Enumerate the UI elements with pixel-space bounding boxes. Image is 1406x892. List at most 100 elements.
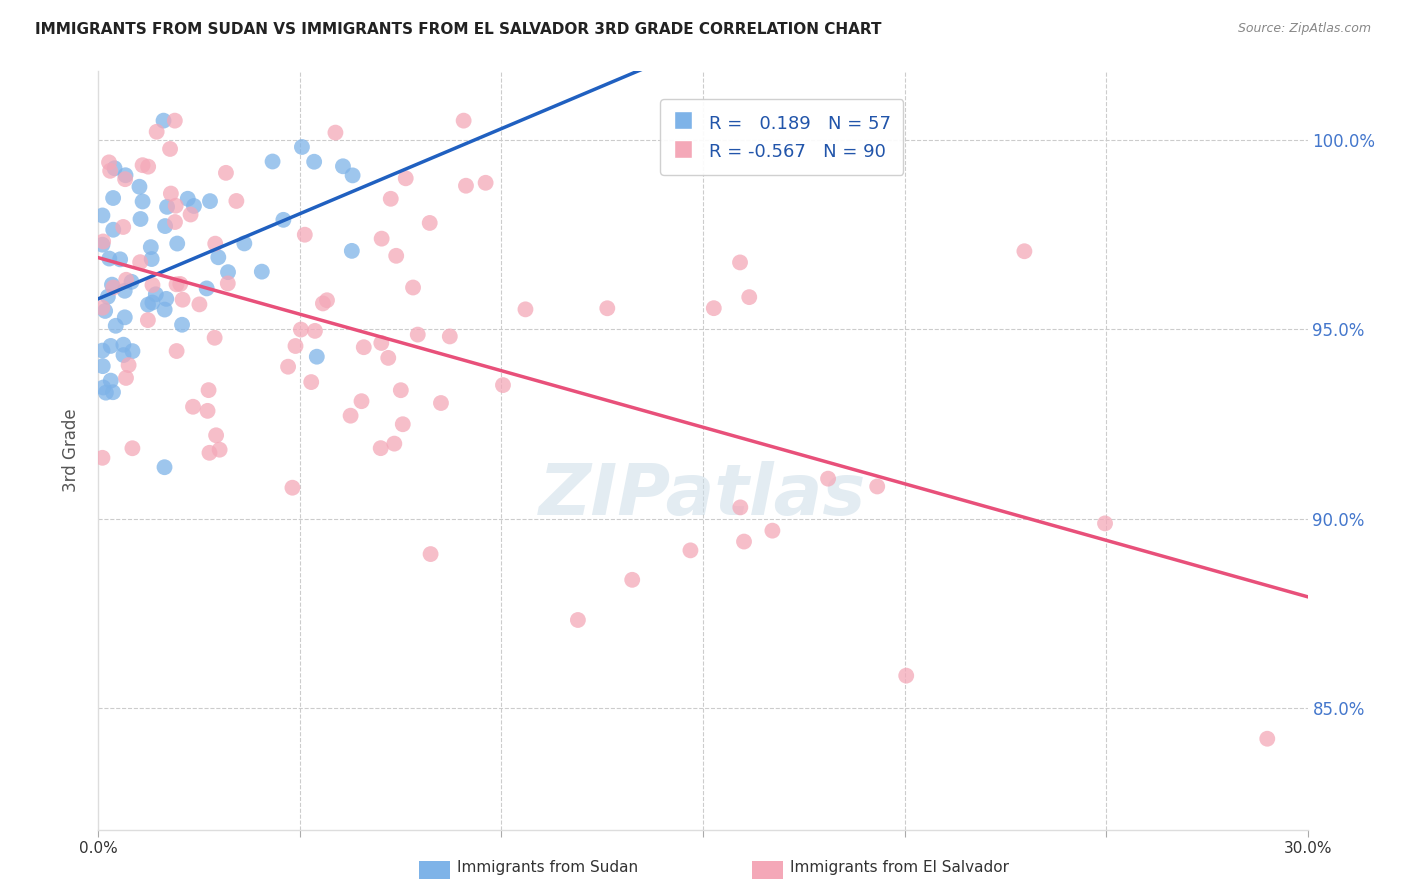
Point <box>141 252 163 266</box>
Point <box>389 383 412 397</box>
Point <box>350 394 373 409</box>
Point <box>172 293 194 307</box>
Point <box>225 194 247 208</box>
Text: ZIPatlas: ZIPatlas <box>540 461 866 531</box>
Point <box>114 310 136 325</box>
Point <box>91 209 114 223</box>
Point <box>103 161 125 176</box>
Point <box>738 290 761 304</box>
Point <box>129 212 152 227</box>
Text: Immigrants from Sudan: Immigrants from Sudan <box>457 860 638 874</box>
Point <box>291 140 314 154</box>
Point <box>492 378 515 392</box>
Point <box>474 176 496 190</box>
Point <box>370 441 392 455</box>
Point <box>290 322 312 336</box>
Point <box>177 192 200 206</box>
Point <box>621 573 644 587</box>
Point <box>100 339 122 353</box>
Point <box>817 472 839 486</box>
Point <box>250 265 273 279</box>
Point <box>262 154 284 169</box>
Point <box>121 275 143 289</box>
Point <box>703 301 725 315</box>
Point <box>129 255 152 269</box>
Point <box>131 194 153 209</box>
Point <box>896 668 918 682</box>
Point <box>273 212 295 227</box>
Point <box>117 358 139 372</box>
Point <box>101 191 124 205</box>
Point <box>94 304 117 318</box>
Point <box>91 301 114 315</box>
Point <box>207 250 229 264</box>
Point <box>197 383 219 397</box>
Point <box>139 240 162 254</box>
Point <box>430 396 453 410</box>
Point <box>112 348 135 362</box>
Point <box>733 534 755 549</box>
Point <box>160 186 183 201</box>
Point <box>233 236 256 251</box>
Point <box>115 371 138 385</box>
Point <box>94 385 117 400</box>
Point <box>103 223 125 237</box>
Point <box>1256 731 1278 746</box>
Point <box>170 318 193 332</box>
Point <box>217 277 239 291</box>
Point <box>166 236 188 251</box>
Point <box>136 313 159 327</box>
Text: IMMIGRANTS FROM SUDAN VS IMMIGRANTS FROM EL SALVADOR 3RD GRADE CORRELATION CHART: IMMIGRANTS FROM SUDAN VS IMMIGRANTS FROM… <box>35 22 882 37</box>
Point <box>165 199 187 213</box>
Point <box>353 340 375 354</box>
Point <box>281 481 304 495</box>
Point <box>1094 516 1116 531</box>
Text: Immigrants from El Salvador: Immigrants from El Salvador <box>790 860 1010 874</box>
Point <box>108 252 131 267</box>
Point <box>385 249 408 263</box>
Point <box>159 142 181 156</box>
Point <box>100 374 122 388</box>
Point <box>382 436 405 450</box>
Point <box>136 160 159 174</box>
Point <box>145 125 167 139</box>
Point <box>163 215 186 229</box>
Point <box>97 290 120 304</box>
Point <box>304 324 326 338</box>
Point <box>163 113 186 128</box>
Point <box>101 277 124 292</box>
Point <box>567 613 589 627</box>
Point <box>114 172 136 186</box>
Point <box>316 293 339 308</box>
Point <box>679 543 702 558</box>
Point <box>1014 244 1036 259</box>
Point <box>112 219 135 234</box>
Point <box>114 284 136 298</box>
Point <box>419 547 441 561</box>
Point <box>277 359 299 374</box>
Point <box>342 169 364 183</box>
Point <box>284 339 307 353</box>
Text: Source: ZipAtlas.com: Source: ZipAtlas.com <box>1237 22 1371 36</box>
Point <box>312 296 335 310</box>
Point <box>103 280 125 294</box>
Point <box>98 164 121 178</box>
Point <box>131 158 153 172</box>
Point <box>112 337 135 351</box>
Point <box>339 409 361 423</box>
Point <box>454 178 477 193</box>
Point <box>169 277 191 291</box>
Point <box>115 273 138 287</box>
Legend: R =   0.189   N = 57, R = -0.567   N = 90: R = 0.189 N = 57, R = -0.567 N = 90 <box>659 99 903 175</box>
Point <box>180 207 202 221</box>
Point <box>91 343 114 358</box>
Point <box>215 166 238 180</box>
Point <box>406 327 429 342</box>
Point <box>91 235 114 249</box>
Point <box>402 280 425 294</box>
Point <box>98 155 121 169</box>
Point <box>515 302 537 317</box>
Point <box>198 194 221 208</box>
Point <box>596 301 619 316</box>
Point <box>419 216 441 230</box>
